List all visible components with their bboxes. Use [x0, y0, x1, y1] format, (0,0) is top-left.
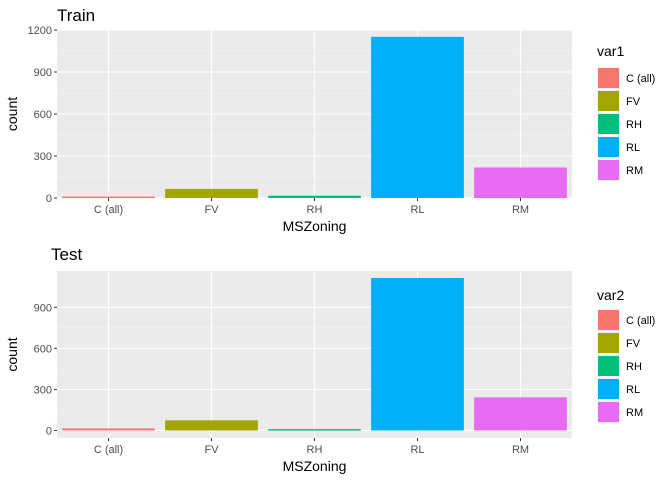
test-x-tick-label: C (all) [94, 444, 123, 456]
test-legend-swatch [598, 402, 619, 422]
train-legend-label: RH [626, 119, 642, 131]
train-bar-rl [371, 37, 464, 198]
train-legend-swatch [598, 137, 619, 157]
train-legend-label: RM [626, 165, 643, 177]
test-legend-swatch [598, 310, 619, 330]
train-x-tick-label: RM [512, 204, 529, 216]
test-bar-rm [474, 397, 567, 430]
test-bar-rh [268, 429, 361, 431]
test-legend-swatch [598, 333, 619, 353]
test-legend-swatch [598, 379, 619, 399]
train-legend-swatch [598, 91, 619, 111]
test-legend-label: C (all) [626, 315, 655, 327]
train-y-axis-title: count [4, 97, 20, 131]
train-legend-title: var1 [597, 43, 624, 59]
test-legend-label: RM [626, 407, 643, 419]
train-bar-rm [474, 167, 567, 198]
train-legend: var1 C (all) FV RH RL RM [597, 43, 655, 181]
train-x-tick-label: RH [307, 204, 323, 216]
test-bar-rl [371, 278, 464, 430]
train-x-tick-label: RL [410, 204, 424, 216]
test-legend-label: RL [626, 384, 640, 396]
train-bar-rh [268, 196, 361, 198]
test-bar-c-all [62, 428, 155, 430]
test-legend-title: var2 [597, 287, 624, 303]
test-legend-label: RH [626, 361, 642, 373]
train-x-axis-title: MSZoning [283, 218, 347, 234]
train-x-tick-label: FV [204, 204, 219, 216]
test-x-tick-label: RH [307, 444, 323, 456]
train-bar-c-all [62, 197, 155, 199]
test-legend-label: FV [626, 338, 641, 350]
train-legend-label: FV [626, 96, 641, 108]
train-legend-swatch [598, 114, 619, 134]
test-x-tick-label: FV [204, 444, 219, 456]
train-legend-swatch [598, 160, 619, 180]
test-y-axis-title: count [4, 337, 20, 371]
test-chart: 0 300 600 900 C (all) FV RH RL RM Test MSZoning cou… [4, 245, 655, 474]
train-y-tick-label: 300 [34, 151, 52, 163]
train-chart-title: Train [57, 6, 95, 25]
train-x-tick-label: C (all) [94, 204, 123, 216]
train-y-tick-label: 600 [34, 109, 52, 121]
train-y-tick-label: 1200 [28, 25, 52, 37]
train-bar-fv [165, 189, 258, 198]
test-y-tick-label: 0 [46, 425, 52, 437]
test-chart-title: Test [51, 245, 82, 264]
train-legend-label: C (all) [626, 73, 655, 85]
train-y-tick-label: 900 [34, 67, 52, 79]
test-y-tick-label: 300 [34, 384, 52, 396]
test-x-tick-label: RM [512, 444, 529, 456]
test-y-tick-label: 600 [34, 343, 52, 355]
train-chart: 0 300 600 900 1200 C (all) FV RH RL RM Train MSZoni… [4, 6, 655, 234]
train-y-tick-label: 0 [46, 193, 52, 205]
train-legend-swatch [598, 68, 619, 88]
test-legend-swatch [598, 356, 619, 376]
test-x-axis-title: MSZoning [283, 458, 347, 474]
train-legend-label: RL [626, 142, 640, 154]
test-x-tick-label: RL [410, 444, 424, 456]
test-bar-fv [165, 420, 258, 430]
test-y-tick-label: 900 [34, 302, 52, 314]
